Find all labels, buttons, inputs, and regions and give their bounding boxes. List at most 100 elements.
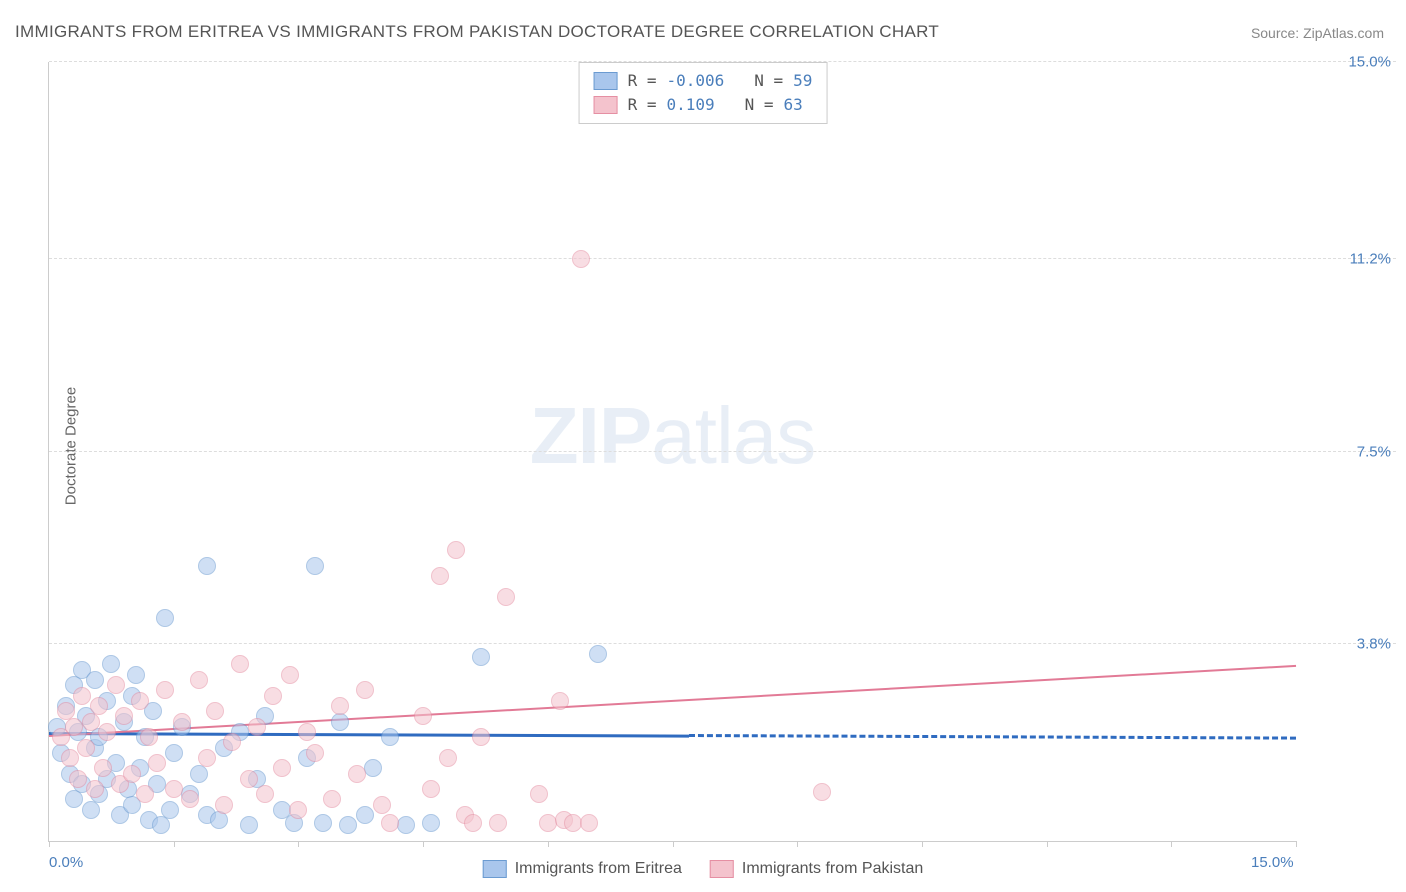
scatter-point [198,749,216,767]
scatter-point [381,814,399,832]
scatter-point [152,816,170,834]
x-tick [1296,841,1297,847]
trend-line [689,734,1296,740]
scatter-point [289,801,307,819]
x-tick [49,841,50,847]
x-tick [298,841,299,847]
scatter-point [472,648,490,666]
x-tick-label: 0.0% [49,854,83,871]
scatter-point [240,816,258,834]
x-tick-label: 15.0% [1251,854,1294,871]
scatter-point [497,588,515,606]
scatter-point [356,806,374,824]
scatter-point [364,759,382,777]
scatter-point [65,718,83,736]
scatter-point [373,796,391,814]
scatter-point [298,723,316,741]
scatter-point [314,814,332,832]
x-tick [423,841,424,847]
scatter-point [539,814,557,832]
scatter-point [447,541,465,559]
scatter-point [223,733,241,751]
scatter-point [306,744,324,762]
scatter-point [181,790,199,808]
legend-swatch [594,72,618,90]
scatter-point [331,697,349,715]
legend-item: Immigrants from Pakistan [710,860,923,878]
scatter-point [589,645,607,663]
r-label: R = [628,69,657,93]
scatter-point [422,780,440,798]
scatter-point [397,816,415,834]
gridline [49,643,1396,644]
scatter-point [94,759,112,777]
legend-swatch [710,860,734,878]
scatter-point [136,785,154,803]
scatter-point [422,814,440,832]
scatter-point [115,707,133,725]
scatter-point [323,790,341,808]
scatter-point [69,770,87,788]
x-tick [922,841,923,847]
y-tick-label: 11.2% [1350,251,1391,268]
scatter-point [231,655,249,673]
scatter-point [61,749,79,767]
stats-legend: R =-0.006N =59R = 0.109N =63 [579,62,828,124]
n-label: N = [745,93,774,117]
series-legend: Immigrants from Eritrea Immigrants from P… [483,860,924,878]
scatter-point [339,816,357,834]
scatter-point [256,785,274,803]
x-tick [174,841,175,847]
scatter-point [190,671,208,689]
y-tick-label: 15.0% [1348,54,1391,71]
stats-legend-row: R = -0.006 N = 59 [594,69,813,93]
gridline [49,451,1396,452]
scatter-point [90,697,108,715]
scatter-point [156,609,174,627]
gridline [49,258,1396,259]
x-tick [548,841,549,847]
r-value: -0.006 [666,69,724,93]
scatter-point [73,687,91,705]
scatter-point [348,765,366,783]
scatter-point [98,723,116,741]
scatter-point [472,728,490,746]
scatter-point [161,801,179,819]
scatter-point [381,728,399,746]
scatter-point [240,770,258,788]
scatter-point [572,250,590,268]
scatter-point [82,713,100,731]
scatter-point [306,557,324,575]
scatter-point [248,718,266,736]
x-tick [673,841,674,847]
x-tick [1171,841,1172,847]
scatter-point [564,814,582,832]
scatter-point [431,567,449,585]
scatter-point [281,666,299,684]
scatter-point [77,739,95,757]
scatter-point [82,801,100,819]
scatter-point [551,692,569,710]
scatter-point [173,713,191,731]
chart-plot-area: ZIPatlas 3.8%7.5%11.2%15.0%0.0%15.0% [48,62,1296,842]
scatter-point [127,666,145,684]
n-value: 59 [793,69,812,93]
legend-label: Immigrants from Pakistan [742,860,923,878]
x-tick [1047,841,1048,847]
scatter-point [65,790,83,808]
legend-item: Immigrants from Eritrea [483,860,682,878]
watermark-atlas: atlas [651,391,815,480]
scatter-point [530,785,548,803]
legend-swatch [594,96,618,114]
source-attribution: Source: ZipAtlas.com [1251,25,1384,41]
r-label: R = [628,93,657,117]
scatter-point [165,780,183,798]
scatter-point [273,759,291,777]
scatter-point [414,707,432,725]
chart-title: IMMIGRANTS FROM ERITREA VS IMMIGRANTS FR… [15,22,939,42]
scatter-point [813,783,831,801]
watermark: ZIPatlas [530,390,815,482]
n-label: N = [754,69,783,93]
scatter-point [123,765,141,783]
scatter-point [264,687,282,705]
